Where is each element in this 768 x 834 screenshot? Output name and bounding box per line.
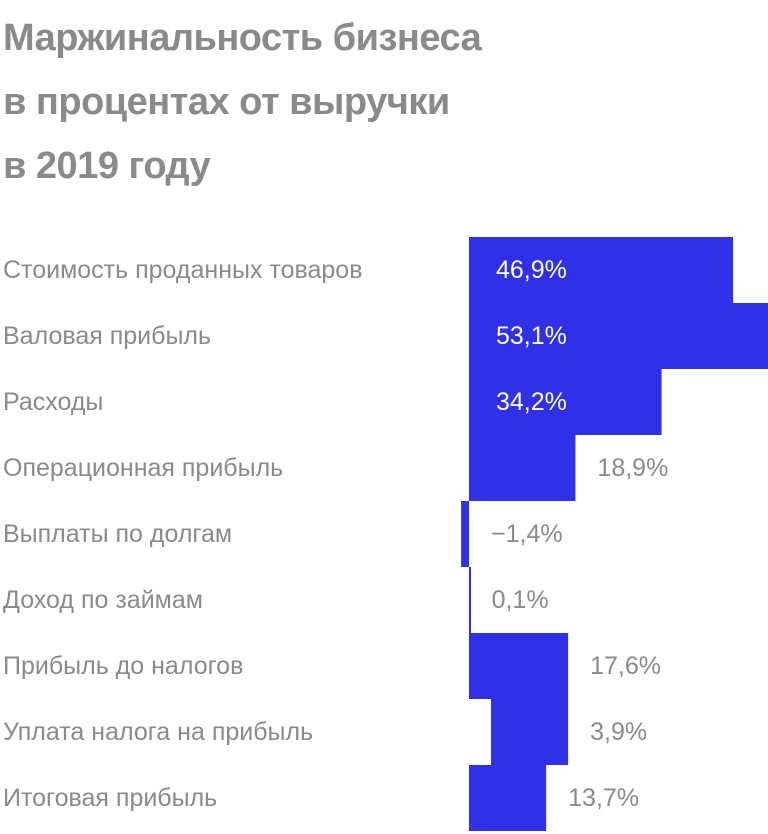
value-label-6: 17,6% [590, 652, 661, 680]
value-label-2: 34,2% [496, 388, 567, 416]
value-label-5: 0,1% [492, 586, 549, 614]
bar-4 [461, 501, 469, 567]
value-label-3: 18,9% [597, 454, 668, 482]
category-label-3: Операционная прибыль [3, 454, 283, 482]
value-label-0: 46,9% [496, 256, 567, 284]
chart-title: Маржинальность бизнеса в процентах от вы… [3, 6, 482, 198]
bar-0 [469, 237, 734, 303]
category-label-1: Валовая прибыль [3, 322, 211, 350]
category-label-0: Стоимость проданных товаров [3, 256, 363, 284]
chart-title-line-3: в 2019 году [3, 145, 211, 187]
chart-title-line-1: Маржинальность бизнеса [3, 17, 482, 59]
category-label-4: Выплаты по долгам [3, 520, 232, 548]
category-label-2: Расходы [3, 388, 103, 416]
bar-3 [469, 435, 576, 501]
bar-8 [469, 765, 547, 831]
value-label-4: −1,4% [491, 520, 563, 548]
bar-1 [469, 303, 768, 369]
bar-2 [469, 369, 662, 435]
bar-5 [469, 567, 471, 633]
value-label-7: 3,9% [590, 718, 647, 746]
category-label-7: Уплата налога на прибыль [3, 718, 313, 746]
bar-6 [469, 633, 569, 699]
category-label-6: Прибыль до налогов [3, 652, 243, 680]
value-label-1: 53,1% [496, 322, 567, 350]
category-label-5: Доход по займам [3, 586, 203, 614]
chart-title-line-2: в процентах от выручки [3, 81, 450, 123]
category-label-8: Итоговая прибыль [3, 784, 217, 812]
value-label-8: 13,7% [568, 784, 639, 812]
bar-7 [490, 699, 569, 765]
